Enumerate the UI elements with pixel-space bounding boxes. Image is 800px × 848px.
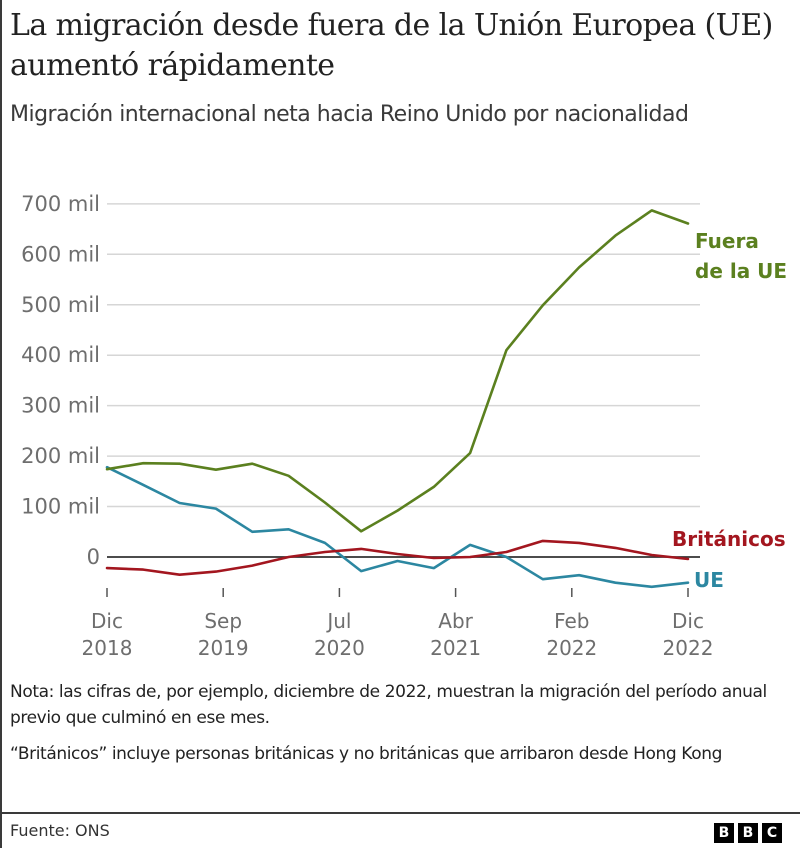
y-tick-label: 300 mil: [21, 394, 100, 418]
series-label: de la UE: [695, 259, 787, 283]
x-tick-label-year: 2020: [314, 636, 365, 660]
left-border: [0, 0, 2, 848]
note-period: Nota: las cifras de, por ejemplo, diciem…: [10, 682, 767, 728]
bbc-logo-letter: B: [714, 823, 734, 843]
x-tick-label-year: 2022: [546, 636, 597, 660]
bbc-logo-letter: B: [738, 823, 758, 843]
series-line-brit-nicos: [105, 539, 690, 577]
x-tick-label-month: Dic: [672, 609, 704, 633]
x-tick-label-year: 2019: [198, 636, 249, 660]
series-label: UE: [694, 568, 724, 592]
series-line-fuera-de-la-ue: [105, 209, 690, 533]
y-tick-label: 500 mil: [21, 293, 100, 317]
series-label: Fuera: [695, 229, 759, 253]
x-tick-label-month: Dic: [91, 609, 123, 633]
bbc-logo: B B C: [714, 823, 782, 843]
notes: Nota: las cifras de, por ejemplo, diciem…: [10, 679, 795, 777]
x-tick-label-month: Sep: [204, 609, 242, 633]
x-tick-label-year: 2018: [82, 636, 133, 660]
chart-title: La migración desde fuera de la Unión Eur…: [10, 8, 773, 83]
y-tick-label: 400 mil: [21, 343, 100, 367]
x-tick-label-year: 2022: [663, 636, 714, 660]
x-tick-label-year: 2021: [430, 636, 481, 660]
x-tick-label-month: Jul: [325, 609, 351, 633]
y-tick-label: 700 mil: [21, 192, 100, 216]
series-lines: [105, 209, 690, 589]
bbc-logo-letter: C: [762, 823, 782, 843]
y-tick-label: 100 mil: [21, 495, 100, 519]
x-tick-label-month: Abr: [438, 609, 473, 633]
chart-subtitle: Migración internacional neta hacia Reino…: [10, 102, 689, 127]
note-britanicos: “Británicos” incluye personas británicas…: [10, 744, 722, 764]
series-label: Británicos: [672, 527, 786, 551]
source-text: Fuente: ONS: [10, 821, 110, 840]
footer-divider: [2, 812, 800, 814]
y-axis-labels: 0 100 mil 200 mil 300 mil 400 mil 500 mil 600 …: [21, 192, 100, 569]
series-line-ue: [105, 465, 690, 589]
series-labels: Fuera de la UE Británicos UE: [672, 229, 787, 592]
y-tick-label: 0: [87, 545, 100, 569]
x-axis: Dic 2018 Sep 2019 Jul 2020 Abr 2021 Feb 2022 Dic 20…: [82, 588, 714, 660]
gridlines: [107, 203, 700, 558]
x-tick-label-month: Feb: [554, 609, 589, 633]
line-chart: 0 100 mil 200 mil 300 mil 400 mil 500 mil 600 …: [21, 192, 787, 660]
y-tick-label: 200 mil: [21, 444, 100, 468]
y-tick-label: 600 mil: [21, 242, 100, 266]
